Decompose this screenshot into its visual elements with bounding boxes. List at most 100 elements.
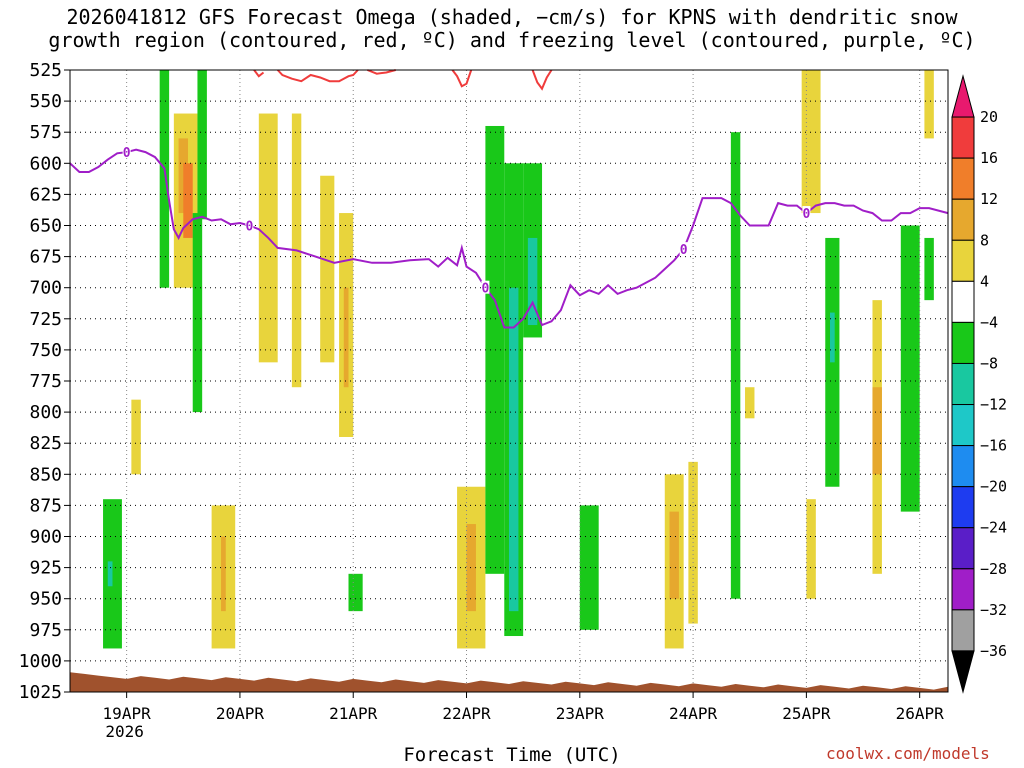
omega-cell <box>900 225 920 512</box>
colorbar-swatch <box>951 486 975 529</box>
omega-cell <box>527 237 538 326</box>
freezing-label-bg <box>802 206 811 220</box>
omega-cell <box>131 399 141 475</box>
dgz-contour-line <box>253 69 265 78</box>
colorbar-label: −4 <box>980 313 998 331</box>
y-tick-label: 575 <box>29 122 62 143</box>
omega-cell <box>320 175 335 363</box>
omega-cell <box>178 138 189 214</box>
colorbar-swatch <box>951 239 975 282</box>
omega-cell <box>669 511 679 599</box>
omega-cell <box>197 70 207 220</box>
colorbar-label: −8 <box>980 354 998 372</box>
colorbar-swatch <box>951 280 975 323</box>
ground-surface <box>70 672 948 692</box>
colorbar-label: −20 <box>980 478 1007 496</box>
omega-cell <box>348 573 363 612</box>
freezing-level-layer: 0 0 0 0 0 <box>69 145 949 329</box>
colorbar-swatch <box>951 116 975 159</box>
y-tick-label: 550 <box>29 91 62 112</box>
freezing-label-bg <box>481 280 490 294</box>
colorbar-label: 4 <box>980 272 989 290</box>
y-tick-label: 675 <box>29 247 62 268</box>
colorbar-label: −16 <box>980 437 1007 455</box>
freezing-level-label: 0 <box>802 207 810 222</box>
y-tick-label: 925 <box>29 558 62 579</box>
colorbar-swatch <box>951 157 975 200</box>
colorbar-label: −28 <box>980 560 1007 578</box>
freezing-level-label: 0 <box>123 146 131 161</box>
omega-cell <box>343 287 349 388</box>
freezing-label-bg <box>122 145 131 159</box>
colorbar-label: 8 <box>980 231 989 249</box>
title-line-2: growth region (contoured, red, ºC) and f… <box>48 28 976 52</box>
colorbar-swatch <box>951 362 975 406</box>
y-tick-label: 825 <box>29 433 62 454</box>
y-tick-label: 1025 <box>19 682 62 703</box>
y-tick-label: 700 <box>29 278 62 299</box>
colorbar-swatch <box>951 609 975 652</box>
omega-cell <box>872 387 882 475</box>
omega-cell <box>509 287 519 612</box>
omega-cell <box>485 125 505 574</box>
omega-cell <box>730 132 741 599</box>
colorbar-cap-top <box>951 74 975 118</box>
omega-cell <box>221 536 226 612</box>
omega-cell <box>579 505 599 630</box>
colorbar-label: −32 <box>980 601 1007 619</box>
dgz-contour-line <box>367 69 396 75</box>
colorbar: 20 16 12 8 4 −4 −8 −12 −16 −20 −24 −28 −32 −36 <box>951 74 1007 694</box>
x-tick-label: 24APR <box>669 704 718 723</box>
colorbar-swatch <box>951 568 975 611</box>
x-tick-sublabel: 2026 <box>105 722 144 741</box>
omega-cell <box>801 70 821 214</box>
omega-cell <box>183 163 193 238</box>
y-tick-label: 775 <box>29 371 62 392</box>
x-tick-label: 22APR <box>442 704 491 723</box>
freezing-level-line <box>69 148 949 329</box>
freezing-level-label: 0 <box>245 220 253 235</box>
y-tick-label: 850 <box>29 464 62 485</box>
dgz-contour-line <box>531 69 553 91</box>
x-tick-label: 23APR <box>556 704 605 723</box>
colorbar-swatch <box>951 404 975 447</box>
y-tick-label: 750 <box>29 340 62 361</box>
colorbar-swatch <box>951 445 975 488</box>
x-axis-label: Forecast Time (UTC) <box>403 744 621 766</box>
y-tick-label: 600 <box>29 153 62 174</box>
y-tick-label: 950 <box>29 589 62 610</box>
title-line-1: 2026041812 GFS Forecast Omega (shaded, −… <box>66 5 958 29</box>
freezing-level-label: 0 <box>680 243 688 258</box>
x-tick-label: 26APR <box>896 704 945 723</box>
colorbar-swatch <box>951 321 975 364</box>
colorbar-label: −12 <box>980 396 1007 414</box>
chart-title: 2026041812 GFS Forecast Omega (shaded, −… <box>0 6 1024 52</box>
dgz-contour-layer <box>253 69 553 91</box>
omega-cell <box>192 213 203 413</box>
colorbar-label: 20 <box>980 108 998 126</box>
colorbar-swatch <box>951 198 975 241</box>
y-axis: 525 550 575 600 625 650 675 700 725 750 775 800 825 8… <box>19 60 70 703</box>
omega-cell <box>924 70 934 139</box>
y-tick-label: 975 <box>29 620 62 641</box>
dgz-contour-line <box>276 69 359 83</box>
colorbar-label: −36 <box>980 642 1007 660</box>
y-tick-label: 525 <box>29 60 62 81</box>
freezing-label-bg <box>245 218 254 232</box>
y-tick-label: 900 <box>29 527 62 548</box>
source-credit[interactable]: coolwx.com/models <box>826 744 990 763</box>
omega-cell <box>829 312 835 363</box>
colorbar-label: 16 <box>980 149 998 167</box>
colorbar-swatch <box>951 527 975 570</box>
y-tick-label: 650 <box>29 216 62 237</box>
y-tick-label: 875 <box>29 495 62 516</box>
x-tick-label: 25APR <box>782 704 831 723</box>
dgz-contour-line <box>451 69 473 88</box>
omega-cell <box>924 237 934 301</box>
freezing-level-label: 0 <box>481 282 489 297</box>
omega-cell <box>806 499 816 599</box>
colorbar-label: 12 <box>980 190 998 208</box>
ground-layer <box>70 672 948 692</box>
colorbar-label: −24 <box>980 519 1007 537</box>
